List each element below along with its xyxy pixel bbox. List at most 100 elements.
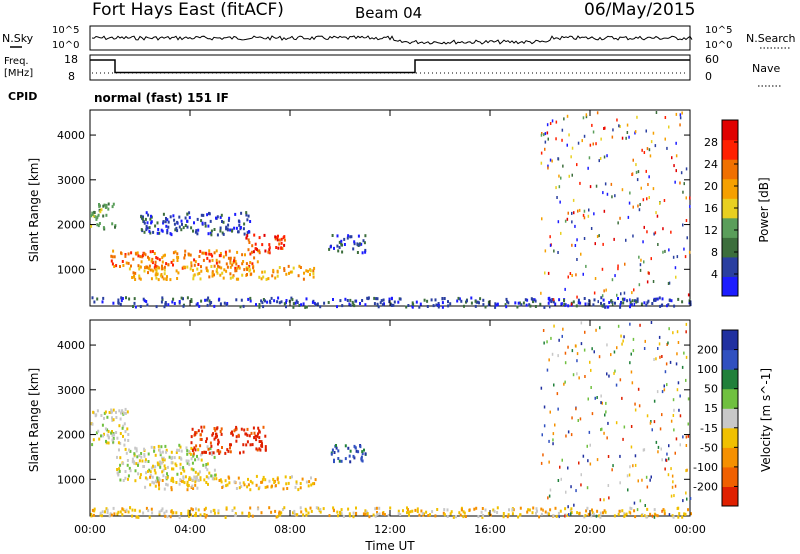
data-cell [219,450,222,454]
data-cell [112,202,115,206]
data-cell [584,330,586,334]
data-cell [215,432,218,436]
data-cell [658,335,661,339]
data-cell [237,277,240,281]
data-cell [665,458,668,462]
data-cell [619,305,622,309]
data-cell [286,487,289,490]
data-cell [282,487,285,491]
data-cell [589,185,592,189]
power-data-cells [90,111,692,309]
data-cell [150,507,153,511]
data-cell [110,259,113,263]
data-cell [171,467,173,471]
data-cell [277,481,280,485]
data-cell [190,446,193,450]
data-cell [525,303,528,307]
data-cell [592,130,595,134]
data-cell [213,468,216,472]
data-cell [233,226,236,230]
data-cell [119,510,122,514]
data-cell [204,221,207,225]
data-cell [626,299,629,303]
data-cell [553,383,555,387]
data-cell [233,256,236,260]
data-cell [192,454,195,458]
colorbar-swatch [722,120,738,141]
data-cell [659,427,662,431]
data-cell [153,446,156,450]
data-cell [221,271,224,275]
data-cell [549,410,551,414]
data-cell [628,473,631,477]
data-cell [190,467,193,471]
data-cell [568,174,570,178]
data-cell [164,253,166,257]
data-cell [661,390,664,394]
data-cell [332,298,334,301]
data-cell [601,401,603,405]
data-cell [253,436,256,440]
data-cell [192,487,195,490]
data-cell [615,383,618,387]
data-cell [685,196,687,200]
data-cell [361,251,364,255]
data-cell [214,473,217,477]
data-cell [299,506,302,510]
data-cell [666,383,668,387]
data-cell [615,421,618,425]
data-cell [224,250,227,254]
data-cell [170,510,173,514]
data-cell [641,478,643,482]
data-cell [583,297,586,300]
data-cell [196,476,199,480]
data-cell [138,509,141,513]
data-cell [619,125,621,128]
data-cell [626,474,629,478]
data-cell [231,433,234,437]
data-cell [570,507,573,511]
data-cell [211,433,214,437]
data-cell [349,460,352,464]
data-cell [201,251,204,255]
data-cell [245,443,248,447]
data-cell [651,428,653,432]
data-cell [225,269,228,273]
data-cell [258,440,261,443]
data-cell [91,212,94,216]
data-cell [589,443,591,447]
data-cell [119,302,122,306]
data-cell [547,496,549,500]
data-cell [164,444,167,448]
data-cell [245,236,248,240]
data-cell [549,305,551,309]
data-cell [359,445,362,449]
data-cell [165,482,168,486]
data-cell [147,469,149,473]
data-cell [243,222,246,226]
data-cell [420,509,423,513]
data-cell [216,271,219,275]
data-cell [199,249,202,253]
data-cell [336,244,339,248]
data-cell [629,506,631,510]
data-cell [165,509,168,513]
data-cell [112,437,115,440]
data-cell [622,339,624,343]
data-cell [543,305,546,309]
data-cell [270,296,273,300]
data-cell [276,269,279,273]
data-cell [613,237,615,241]
data-cell [231,509,234,512]
data-cell [110,431,113,435]
data-cell [202,251,205,255]
data-cell [614,301,616,305]
data-cell [581,139,583,143]
data-cell [602,298,605,302]
data-cell [650,420,652,423]
data-cell [96,215,99,219]
data-cell [296,513,299,517]
data-cell [225,262,228,266]
data-cell [675,141,677,145]
